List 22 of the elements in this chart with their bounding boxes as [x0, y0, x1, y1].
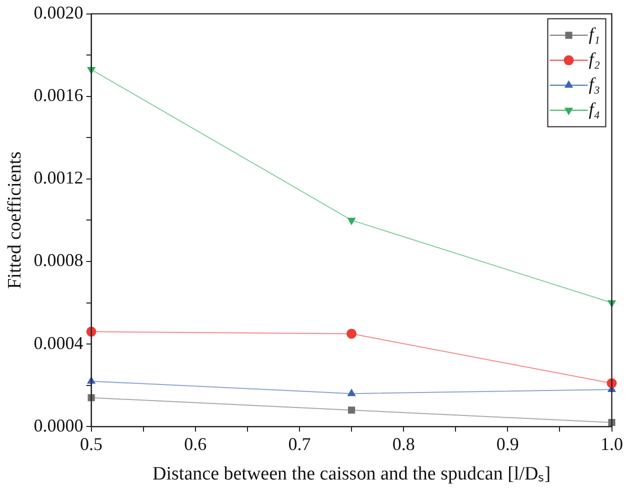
x-tick-label: 0.5 [80, 434, 103, 454]
y-tick-label: 0.0000 [34, 415, 84, 436]
y-tick-label: 0.0016 [34, 85, 84, 106]
point [348, 406, 356, 414]
x-tick-label: 0.7 [288, 434, 311, 454]
legend-label: f₂ [588, 49, 600, 70]
x-tick-label: 0.9 [496, 434, 519, 454]
legend-label: f₃ [588, 74, 600, 94]
x-tick-label: 0.6 [184, 434, 207, 454]
y-axis-title: Fitted coefficients [4, 152, 26, 289]
y-tick-label: 0.0004 [34, 332, 84, 353]
legend-label: f₁ [588, 24, 600, 44]
point [346, 328, 357, 339]
x-axis-title: Distance between the caisson and the spudcan [l/Dₛ] [152, 464, 551, 485]
point [347, 218, 356, 226]
x-tick-label: 1.0 [600, 434, 623, 454]
y-tick-label: 0.0008 [34, 250, 84, 270]
point [347, 388, 356, 396]
legend-label: f₄ [588, 99, 600, 120]
x-tick-label: 0.8 [392, 434, 415, 454]
y-tick-label: 0.0020 [34, 2, 84, 23]
y-tick-label: 0.0012 [34, 168, 84, 188]
